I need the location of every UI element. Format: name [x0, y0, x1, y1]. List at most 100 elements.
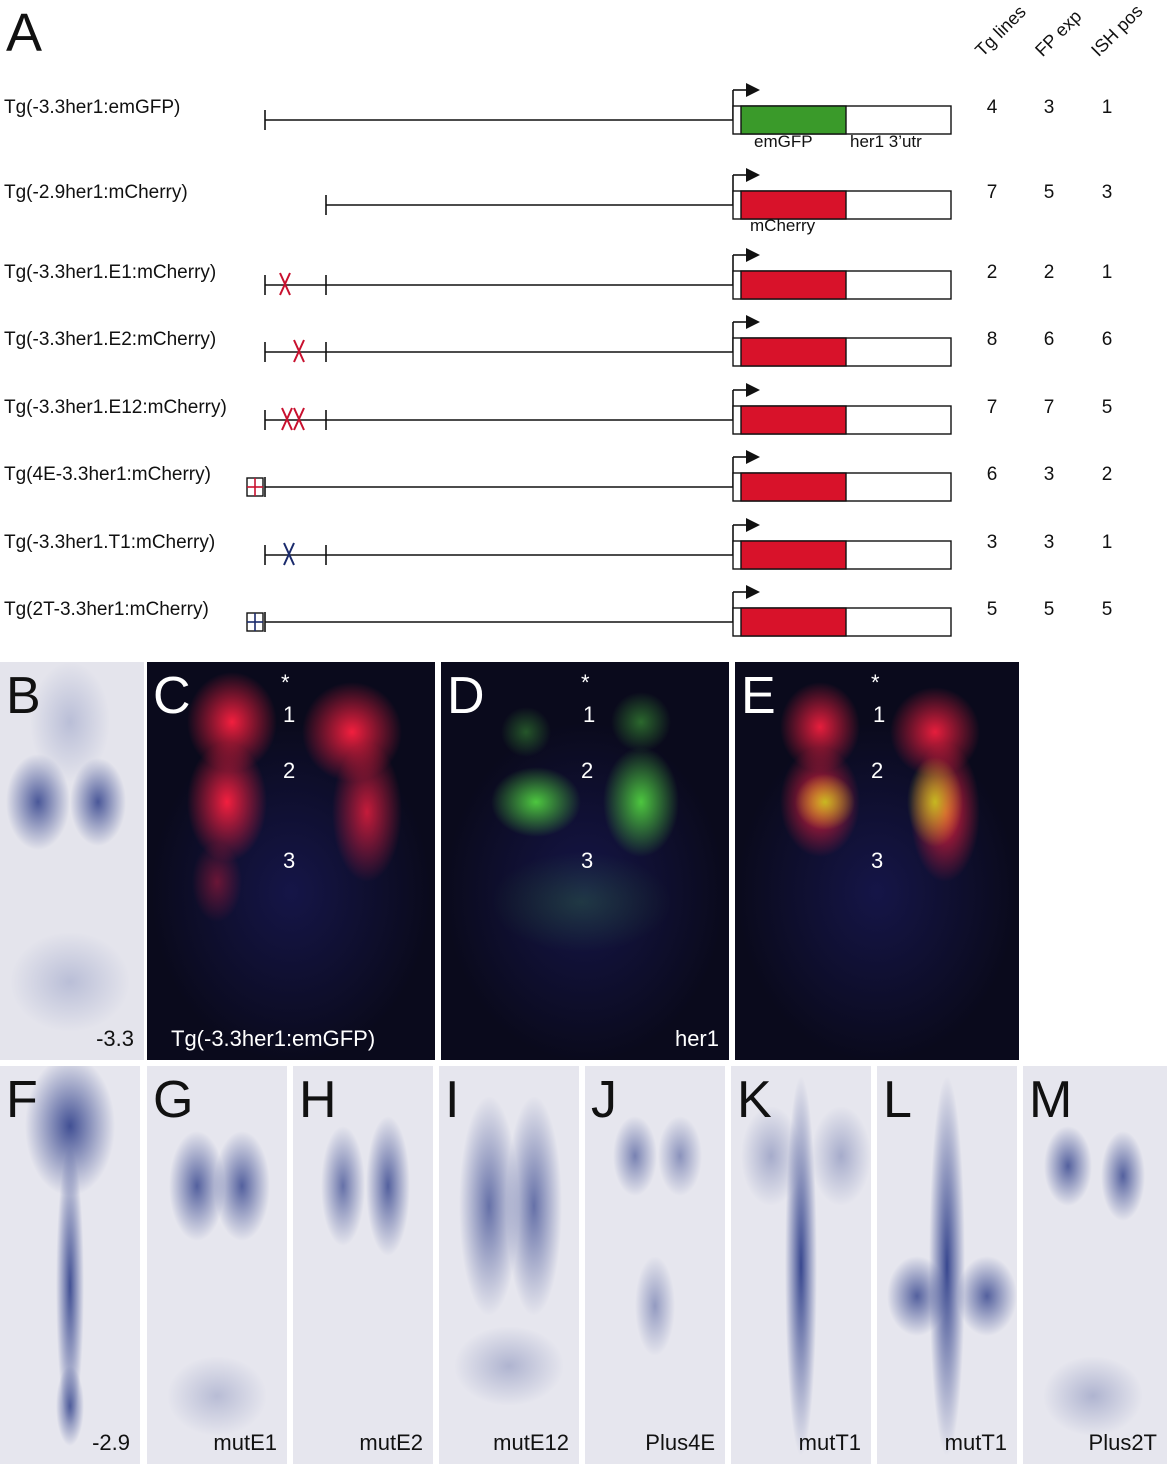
reporter-box [740, 472, 847, 502]
count-value: 3 [1101, 182, 1113, 203]
tss-arrow-head [746, 585, 760, 599]
count-value: 6 [986, 464, 998, 485]
tss-arrow-head [746, 315, 760, 329]
construct-label: Tg(-3.3her1.T1:mCherry) [4, 532, 216, 553]
panel-e-letter: E [741, 667, 776, 725]
mutation-mark [281, 407, 293, 431]
panel-k-caption: mutT1 [798, 1430, 861, 1455]
count-value: 3 [986, 532, 998, 553]
mcherry-label: mCherry [750, 216, 816, 235]
count-value: 2 [986, 262, 998, 283]
somite-marker-2: 2 [283, 758, 296, 783]
count-value: 6 [1043, 329, 1055, 350]
stain-region [25, 1066, 115, 1196]
somite-marker-2: 2 [581, 758, 594, 783]
count-value: 8 [986, 329, 998, 350]
panel-i-letter: I [445, 1071, 460, 1129]
somite-marker-1: 1 [873, 702, 886, 727]
construct-label: Tg(-3.3her1.E2:mCherry) [4, 329, 217, 350]
construct-label: Tg(4E-3.3her1:mCherry) [4, 464, 211, 485]
panel-k-image [741, 1076, 871, 1456]
stain-region [56, 1146, 84, 1426]
panel-l-letter: L [883, 1071, 912, 1129]
reporter-box [740, 105, 847, 135]
stain-region [1044, 1126, 1092, 1206]
stain-region [167, 1356, 267, 1436]
panel-b-letter: B [6, 667, 41, 725]
mutation-mark [283, 542, 295, 566]
panel-g-image [167, 1131, 270, 1436]
panel-b: B -3.3 [0, 662, 144, 1060]
count-value: 7 [986, 397, 998, 418]
count-value: 1 [1101, 262, 1113, 283]
panel-d-caption: her1 [674, 1026, 719, 1051]
panel-f: F -2.9 [0, 1066, 140, 1464]
panel-m: M Plus2T [1023, 1066, 1167, 1464]
count-value: 5 [1101, 599, 1113, 620]
panel-a-letter: A [6, 3, 43, 63]
panel-f-image [25, 1066, 115, 1446]
stain-region [1101, 1131, 1145, 1221]
panel-g-letter: G [153, 1071, 194, 1129]
panel-k-letter: K [737, 1071, 772, 1129]
somite-marker-3: 3 [581, 848, 594, 873]
construct-diagram [246, 83, 952, 637]
panel-c-letter: C [153, 667, 191, 725]
count-value: 3 [1043, 532, 1055, 553]
somite-marker-3: 3 [283, 848, 296, 873]
somite-marker-1: 1 [283, 702, 296, 727]
stain-region [56, 1366, 84, 1446]
panel-c-caption: Tg(-3.3her1:emGFP) [171, 1026, 376, 1051]
construct-label: Tg(-3.3her1.E12:mCherry) [4, 397, 227, 418]
panel-f-letter: F [6, 1071, 38, 1129]
count-value: 5 [986, 599, 998, 620]
panel-g-caption: mutE1 [213, 1430, 277, 1455]
panel-h-letter: H [299, 1071, 337, 1129]
stain-region [214, 1131, 270, 1241]
reporter-box [740, 190, 847, 220]
panel-d-letter: D [447, 667, 485, 725]
stain-region [366, 1116, 410, 1256]
reporter-box [740, 540, 847, 570]
stain-region [929, 1076, 965, 1456]
tss-arrow-head [746, 83, 760, 97]
somite-marker-star: * [871, 670, 880, 695]
tss-arrow-head [746, 450, 760, 464]
somite-marker-star: * [281, 670, 290, 695]
reporter-box [740, 337, 847, 367]
reporter-box [740, 607, 847, 637]
tss-arrow-head [746, 168, 760, 182]
panel-e: E * 1 2 3 [735, 662, 1019, 1060]
panel-d-image [445, 692, 725, 1060]
count-value: 7 [1043, 397, 1055, 418]
tss-arrow-head [746, 248, 760, 262]
panel-i-caption: mutE12 [493, 1430, 569, 1455]
somite-marker-1: 1 [583, 702, 596, 727]
count-value: 2 [1101, 464, 1113, 485]
stain-region [454, 1326, 564, 1406]
panel-h-caption: mutE2 [359, 1430, 423, 1455]
panel-l-caption: mutT1 [944, 1430, 1007, 1455]
emgfp-label: emGFP [754, 132, 813, 151]
stain-region [741, 1106, 801, 1206]
construct-label: Tg(-3.3her1.E1:mCherry) [4, 262, 217, 283]
count-value: 5 [1043, 182, 1055, 203]
reporter-box [740, 405, 847, 435]
stain-region [635, 1256, 675, 1356]
panel-j-letter: J [591, 1071, 617, 1129]
stain-region [321, 1126, 365, 1246]
stain-region [811, 1106, 871, 1206]
count-value: 3 [1043, 97, 1055, 118]
count-value: 5 [1043, 599, 1055, 620]
count-value: 1 [1101, 532, 1113, 553]
mutation-mark [279, 272, 291, 296]
construct-label: Tg(2T-3.3her1:mCherry) [4, 599, 209, 620]
panel-i-image [454, 1096, 564, 1406]
construct-label: Tg(-3.3her1:emGFP) [4, 97, 181, 118]
mutation-mark [293, 339, 305, 363]
tss-arrow-head [746, 383, 760, 397]
